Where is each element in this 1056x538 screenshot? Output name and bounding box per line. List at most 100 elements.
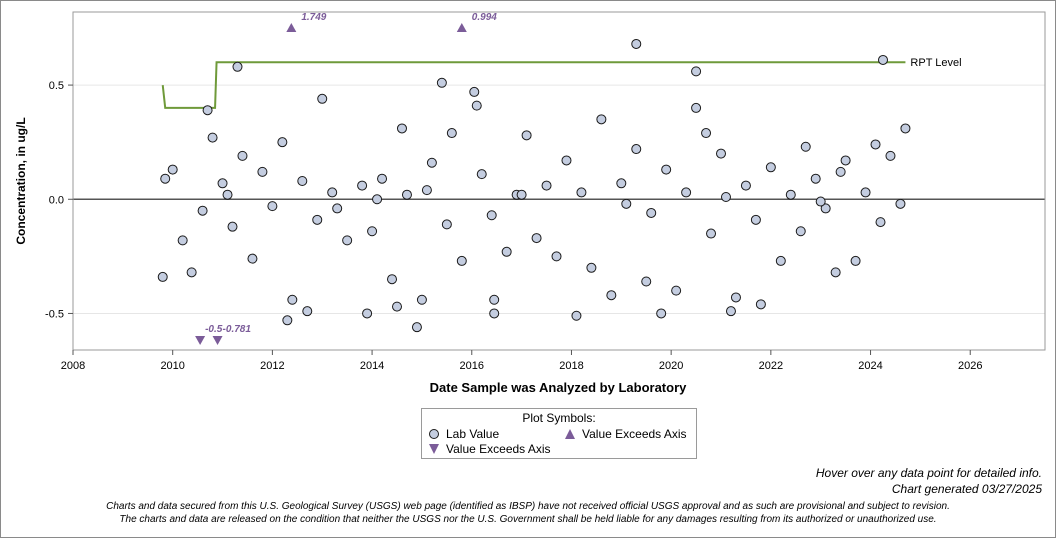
lab-value-point[interactable] <box>501 246 512 257</box>
lab-value-point[interactable] <box>900 123 911 134</box>
lab-value-point[interactable] <box>646 207 657 218</box>
lab-value-point[interactable] <box>740 180 751 191</box>
lab-value-point[interactable] <box>392 301 402 312</box>
lab-value-point[interactable] <box>681 187 692 198</box>
lab-value-point[interactable] <box>810 173 821 184</box>
exceeds-axis-up-marker[interactable] <box>286 23 297 32</box>
lab-value-point[interactable] <box>222 189 233 200</box>
lab-value-point[interactable] <box>606 290 617 301</box>
lab-value-point[interactable] <box>332 203 343 214</box>
lab-value-point[interactable] <box>237 150 248 161</box>
lab-value-point[interactable] <box>401 189 412 200</box>
lab-value-point[interactable] <box>521 130 532 141</box>
lab-value-point[interactable] <box>217 178 228 189</box>
lab-value-point[interactable] <box>516 189 527 200</box>
lab-value-point[interactable] <box>426 157 437 168</box>
lab-value-point[interactable] <box>177 235 188 246</box>
lab-value-point[interactable] <box>706 228 717 239</box>
lab-value-point[interactable] <box>441 219 452 230</box>
lab-value-point[interactable] <box>446 128 457 139</box>
lab-value-point[interactable] <box>641 276 652 287</box>
lab-value-point[interactable] <box>885 150 896 161</box>
lab-value-point[interactable] <box>840 155 851 166</box>
lab-value-point[interactable] <box>411 322 422 333</box>
lab-value-point[interactable] <box>342 235 353 246</box>
lab-value-point[interactable] <box>367 226 378 237</box>
lab-value-point[interactable] <box>850 255 861 266</box>
lab-value-point[interactable] <box>317 93 328 104</box>
lab-value-point[interactable] <box>247 253 258 264</box>
lab-value-point[interactable] <box>377 173 388 184</box>
lab-value-point[interactable] <box>471 100 482 111</box>
lab-value-point[interactable] <box>297 176 308 186</box>
lab-value-point[interactable] <box>551 251 562 262</box>
lab-value-point[interactable] <box>830 267 841 278</box>
lab-value-point[interactable] <box>576 187 587 198</box>
lab-value-point[interactable] <box>167 164 178 175</box>
lab-value-point[interactable] <box>207 132 218 143</box>
lab-value-point[interactable] <box>476 169 487 180</box>
lab-value-point[interactable] <box>775 255 786 266</box>
lab-value-point[interactable] <box>631 144 642 155</box>
lab-value-point[interactable] <box>720 191 731 202</box>
lab-value-point[interactable] <box>232 61 243 72</box>
lab-value-point[interactable] <box>327 187 338 198</box>
lab-value-point[interactable] <box>202 105 213 116</box>
lab-value-point[interactable] <box>469 86 480 97</box>
lab-value-point[interactable] <box>282 315 293 326</box>
lab-value-point[interactable] <box>257 166 268 177</box>
lab-value-point[interactable] <box>362 308 373 319</box>
lab-value-point[interactable] <box>436 77 447 88</box>
lab-value-point[interactable] <box>730 292 741 303</box>
lab-value-point[interactable] <box>357 180 368 191</box>
lab-value-point[interactable] <box>870 139 881 150</box>
lab-value-point[interactable] <box>765 162 776 173</box>
lab-value-point[interactable] <box>725 306 736 317</box>
lab-value-point[interactable] <box>489 308 500 319</box>
lab-value-point[interactable] <box>277 137 288 148</box>
exceeds-axis-down-marker[interactable] <box>212 336 223 345</box>
lab-value-point[interactable] <box>456 255 467 266</box>
lab-value-point[interactable] <box>387 274 398 285</box>
lab-value-point[interactable] <box>701 128 712 139</box>
lab-value-point[interactable] <box>160 173 171 184</box>
lab-value-point[interactable] <box>486 210 497 221</box>
exceeds-axis-down-marker[interactable] <box>195 336 206 345</box>
lab-value-point[interactable] <box>421 185 432 196</box>
lab-value-point[interactable] <box>691 66 702 77</box>
exceeds-axis-up-marker[interactable] <box>456 23 467 32</box>
lab-value-point[interactable] <box>661 164 672 175</box>
lab-value-point[interactable] <box>616 178 627 189</box>
lab-value-point[interactable] <box>755 299 766 310</box>
lab-value-point[interactable] <box>416 294 427 305</box>
lab-value-point[interactable] <box>372 194 383 205</box>
lab-value-point[interactable] <box>795 226 806 237</box>
lab-value-point[interactable] <box>302 306 313 317</box>
lab-value-point[interactable] <box>671 285 682 296</box>
lab-value-point[interactable] <box>541 180 552 191</box>
lab-value-point[interactable] <box>586 262 597 273</box>
lab-value-point[interactable] <box>267 201 278 212</box>
lab-value-point[interactable] <box>895 198 906 209</box>
lab-value-point[interactable] <box>800 141 811 152</box>
lab-value-point[interactable] <box>656 308 667 319</box>
lab-value-point[interactable] <box>835 166 846 177</box>
lab-value-point[interactable] <box>596 114 607 125</box>
lab-value-point[interactable] <box>227 221 238 232</box>
lab-value-point[interactable] <box>561 155 572 166</box>
lab-value-point[interactable] <box>631 38 642 49</box>
lab-value-point[interactable] <box>489 294 500 305</box>
lab-value-point[interactable] <box>312 214 323 225</box>
lab-value-point[interactable] <box>716 148 726 159</box>
lab-value-point[interactable] <box>621 198 632 209</box>
lab-value-point[interactable] <box>875 217 886 228</box>
lab-value-point[interactable] <box>878 54 888 65</box>
lab-value-point[interactable] <box>197 205 208 216</box>
lab-value-point[interactable] <box>157 271 168 282</box>
lab-value-point[interactable] <box>820 203 831 214</box>
lab-value-point[interactable] <box>396 123 407 134</box>
lab-value-point[interactable] <box>815 196 826 207</box>
lab-value-point[interactable] <box>287 294 298 305</box>
lab-value-point[interactable] <box>571 310 582 321</box>
lab-value-point[interactable] <box>186 267 197 278</box>
